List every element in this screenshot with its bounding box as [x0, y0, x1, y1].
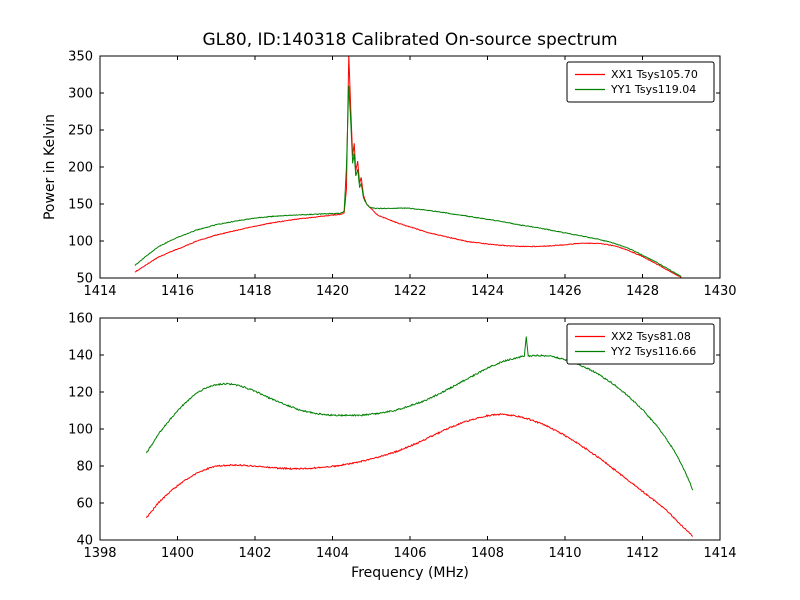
y-tick-label: 150 — [68, 198, 93, 213]
x-tick-label: 1408 — [471, 546, 504, 561]
series-line-xx1 — [134, 56, 682, 278]
y-tick-label: 80 — [76, 460, 93, 475]
y-tick-label: 140 — [68, 349, 93, 364]
x-tick-label: 1400 — [161, 546, 194, 561]
legend-box — [566, 61, 715, 103]
series-line-yy1 — [134, 85, 682, 277]
y-tick-label: 60 — [76, 497, 93, 512]
x-tick-label: 1410 — [548, 546, 581, 561]
y-tick-label: 200 — [68, 161, 93, 176]
x-tick-label: 1402 — [238, 546, 271, 561]
y-tick-label: 160 — [68, 312, 93, 327]
x-tick-label: 1412 — [626, 546, 659, 561]
x-tick-label: 1430 — [703, 284, 736, 299]
legend-label: XX2 Tsys81.08 — [611, 330, 691, 343]
y-tick-label: 100 — [68, 235, 93, 250]
y-tick-label: 120 — [68, 386, 93, 401]
series-line-xx2 — [146, 413, 694, 537]
x-tick-label: 1416 — [161, 284, 194, 299]
x-tick-label: 1424 — [471, 284, 504, 299]
x-tick-label: 1420 — [316, 284, 349, 299]
x-tick-label: 1414 — [703, 546, 736, 561]
x-tick-label: 1404 — [316, 546, 349, 561]
legend-label: XX1 Tsys105.70 — [611, 68, 698, 81]
series-line-yy2 — [146, 336, 694, 491]
y-tick-label: 250 — [68, 124, 93, 139]
y-axis-label: Power in Kelvin — [42, 114, 58, 220]
legend-box — [566, 323, 715, 365]
x-tick-label: 1414 — [83, 284, 116, 299]
y-tick-label: 300 — [68, 87, 93, 102]
x-tick-label: 1422 — [393, 284, 426, 299]
y-tick-label: 350 — [68, 50, 93, 65]
axes-1: 1398 1400 1402 1404 1406 1408 1410 1412 1414 40 60… — [68, 312, 736, 582]
legend-label: YY2 Tsys116.66 — [610, 345, 696, 358]
axes-0: 1414 1416 1418 1420 1422 1424 1426 1428 1430 50 10… — [42, 30, 737, 299]
x-tick-label: 1406 — [393, 546, 426, 561]
x-tick-label: 1426 — [548, 284, 581, 299]
x-axis-label: Frequency (MHz) — [351, 565, 469, 581]
chart-title: GL80, ID:140318 Calibrated On-source spe… — [202, 30, 617, 50]
x-tick-label: 1428 — [626, 284, 659, 299]
x-tick-label: 1418 — [238, 284, 271, 299]
legend-label: YY1 Tsys119.04 — [610, 83, 696, 96]
y-tick-label: 50 — [76, 272, 93, 287]
y-tick-label: 40 — [76, 534, 93, 549]
y-tick-label: 100 — [68, 423, 93, 438]
x-tick-label: 1398 — [83, 546, 116, 561]
